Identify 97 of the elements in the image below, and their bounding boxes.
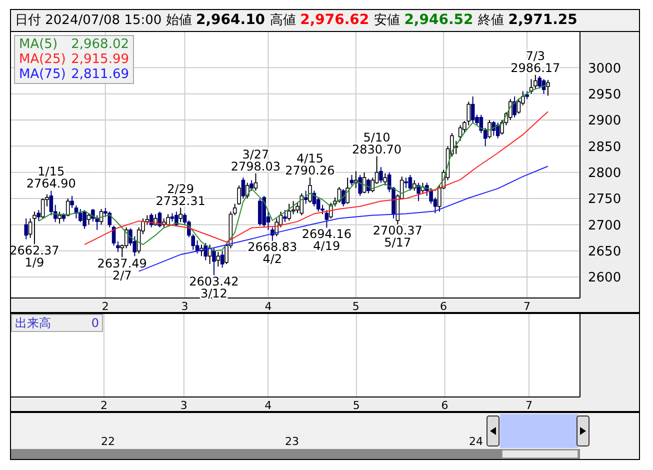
candlestick [241, 177, 246, 200]
annotation: 5/10 2830.70 [352, 130, 402, 156]
candlestick [291, 200, 296, 215]
text: 24 [469, 435, 483, 448]
annotation: 2,968.02 [71, 37, 129, 52]
candlestick [383, 172, 388, 186]
text: 23 [285, 435, 299, 448]
candlestick [174, 211, 178, 226]
category-label: 2 [100, 398, 108, 412]
candlestick [546, 79, 550, 96]
text: MA(25) [19, 52, 66, 67]
annotation: 3/27 2798.03 [230, 147, 281, 174]
annotation: 4/15 2790.26 [285, 151, 335, 178]
candlestick [516, 98, 521, 114]
candlestick [66, 198, 70, 217]
candlestick [254, 172, 258, 192]
candlestick [508, 98, 512, 120]
category-label: 3 [180, 398, 188, 412]
candlestick [300, 192, 304, 216]
x-tick-label: 4 [264, 300, 272, 313]
candlestick [250, 180, 254, 192]
candlestick [166, 214, 170, 226]
text: 22 [101, 435, 115, 448]
candlestick [283, 210, 287, 223]
y-tick-label: 2850 [588, 140, 622, 155]
candlestick [212, 248, 216, 276]
candlestick [178, 207, 182, 223]
candlestick [324, 210, 329, 228]
annotation: 2662.37 1/9 [10, 243, 60, 270]
text: 出来高 0 [15, 316, 99, 330]
x-tick-label: 2 [102, 300, 109, 313]
y-tick-label: 2600 [588, 270, 622, 286]
candlestick [149, 212, 154, 228]
annotation: 7/3 2986.17 [510, 48, 560, 75]
candlestick [341, 188, 346, 207]
candlestick [304, 190, 308, 204]
candlestick [308, 176, 312, 204]
annotation: 2,915.99 [71, 52, 129, 67]
candlestick [86, 212, 91, 226]
candlestick [82, 210, 86, 230]
x-tick-label: 5 [352, 300, 360, 313]
y-tick-label: 2750 [588, 192, 622, 208]
candlestick [258, 198, 262, 226]
candlestick [36, 210, 41, 222]
x-tick-label: 6 [440, 300, 448, 313]
candlestick [28, 218, 32, 238]
candlestick [232, 203, 237, 216]
candlestick [32, 211, 36, 245]
y-tick-label: 2800 [588, 166, 622, 181]
annotation: 2700.37 5/17 [372, 224, 422, 250]
candlestick [58, 211, 62, 224]
y-tick-label: 3000 [588, 61, 622, 76]
text: MA(5) [19, 37, 58, 52]
category-label: 5 [352, 398, 360, 412]
candlestick [470, 96, 475, 124]
candlestick [379, 166, 383, 184]
candlestick [220, 250, 224, 268]
candlestick [358, 174, 362, 196]
candlestick [366, 178, 370, 194]
candlestick [346, 177, 350, 204]
text: MA(75) [19, 67, 66, 82]
candlestick [70, 195, 74, 208]
candlestick [287, 203, 292, 222]
candlestick [245, 182, 250, 200]
candlestick [108, 211, 112, 228]
candlestick [538, 76, 542, 90]
candlestick [404, 177, 408, 189]
candlestick [40, 198, 45, 219]
annotation: 2/29 2732.31 [156, 182, 206, 208]
annotation: 2,811.69 [71, 67, 129, 82]
candlestick [496, 122, 500, 139]
category-label: 7 [525, 398, 532, 412]
candlestick [488, 120, 492, 139]
annotation: 2637.49 2/7 [97, 256, 147, 282]
x-tick-label: 7 [524, 300, 531, 313]
candlestick [49, 190, 54, 216]
candlestick [237, 184, 241, 206]
candlestick [408, 174, 412, 192]
x-tick-label: 3 [181, 300, 188, 313]
y-tick-label: 2650 [588, 244, 622, 260]
candlestick [416, 182, 420, 202]
annotation: 1/15 2764.90 [26, 164, 76, 191]
annotation: 2694.16 4/19 [302, 226, 352, 253]
annotation: 2603.42 3/12 [189, 274, 239, 300]
category-label: 4 [264, 398, 272, 412]
chart-title: 日付 2024/07/08 15:00 始値 2,964.10 高値 2,976.62 安値 2,946.52 終値 2,971.25 [15, 12, 578, 28]
annotation: 2668.83 4/2 [248, 240, 298, 266]
candlestick [24, 218, 28, 240]
candlestick [216, 251, 220, 268]
candlestick [78, 208, 82, 223]
candlestick [512, 96, 516, 118]
candlestick [204, 242, 208, 261]
candlestick [316, 196, 320, 212]
y-tick-label: 2900 [588, 114, 622, 129]
y-tick-label: 2700 [588, 218, 622, 234]
y-tick-label: 2950 [588, 87, 622, 102]
category-label: 6 [441, 398, 448, 412]
